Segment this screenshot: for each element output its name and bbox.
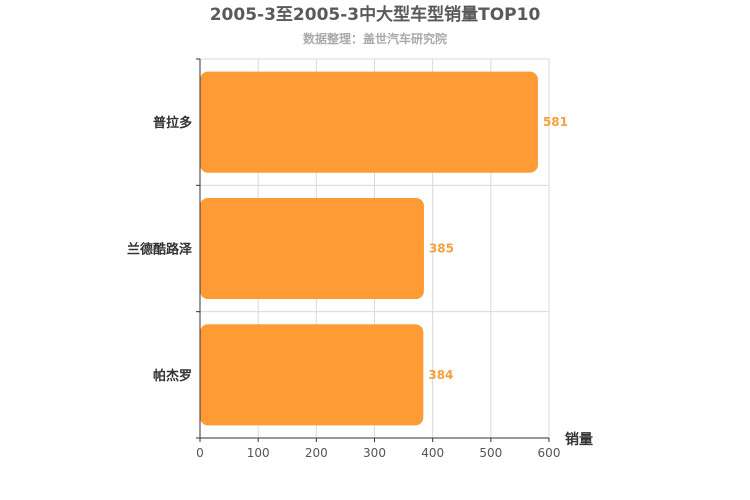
- x-tick-label: 100: [247, 446, 270, 460]
- x-tick-label: 400: [421, 446, 444, 460]
- x-axis-title: 销量: [565, 431, 593, 448]
- data-label: 385: [429, 242, 454, 256]
- category-label: 帕杰罗: [153, 368, 192, 384]
- data-label: 581: [543, 115, 568, 129]
- data-label: 384: [428, 368, 453, 382]
- bars: 581 385 384: [200, 71, 568, 426]
- x-tick-label: 300: [363, 446, 386, 460]
- bar: [200, 197, 424, 300]
- x-tick-label: 500: [479, 446, 502, 460]
- category-label: 普拉多: [153, 115, 192, 131]
- bar: [200, 324, 424, 426]
- x-tick-label: 0: [196, 446, 204, 460]
- bar: [200, 71, 538, 173]
- chart-subtitle: 数据整理：盖世汽车研究院: [303, 31, 447, 46]
- x-tick-label: 600: [538, 446, 561, 460]
- category-label: 兰德酷路泽: [127, 242, 193, 258]
- x-tick-label: 200: [305, 446, 328, 460]
- chart-title: 2005-3至2005-3中大型车型销量TOP10: [210, 4, 541, 25]
